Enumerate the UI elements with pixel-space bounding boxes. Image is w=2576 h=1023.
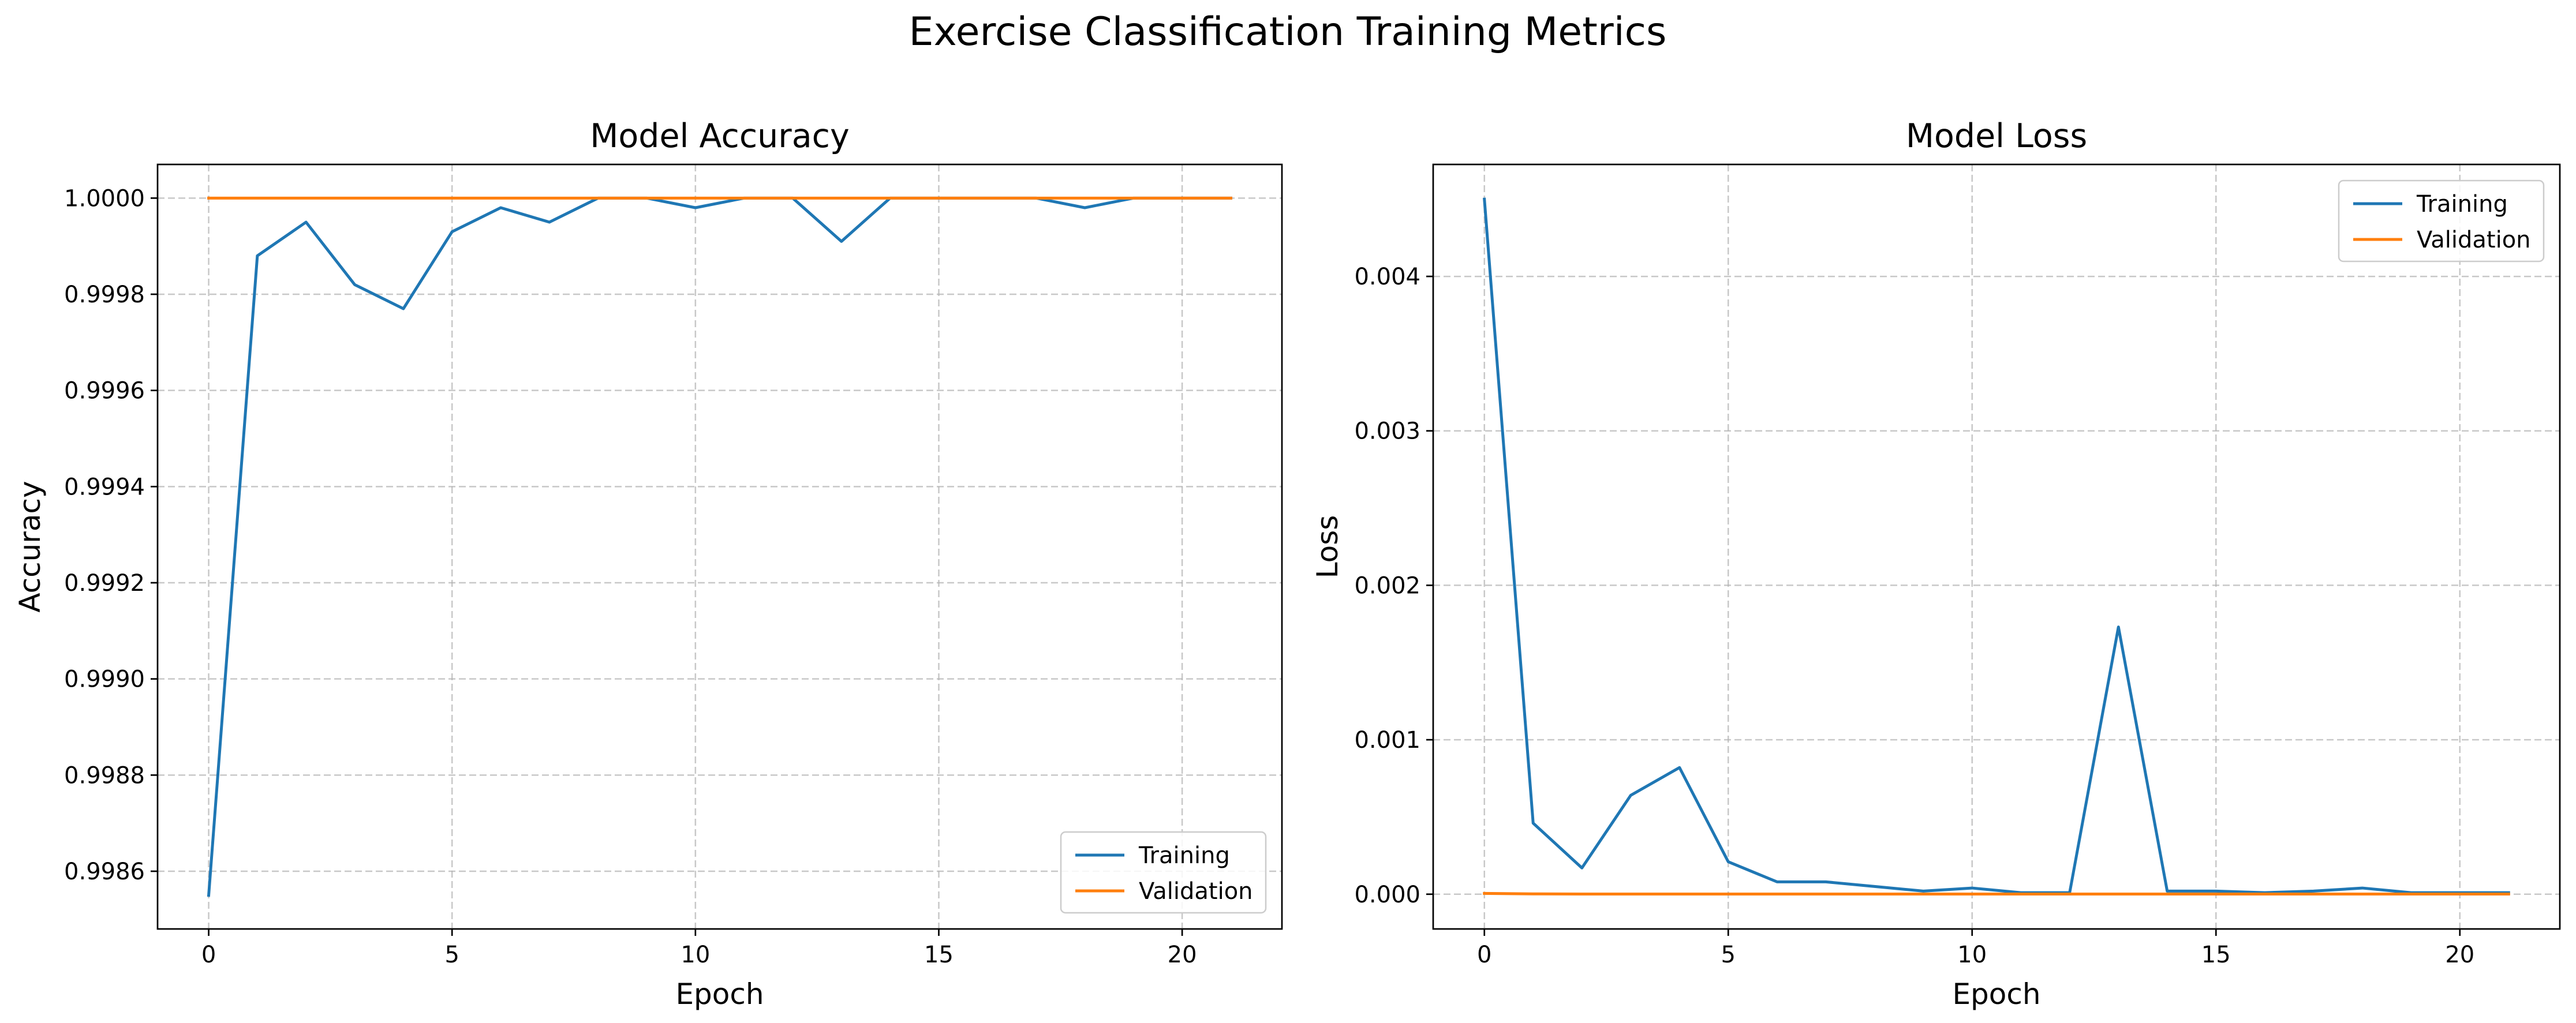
loss-x-axis-label: Epoch [1952, 977, 2040, 1011]
accuracy-chart: 0 5 10 15 20 0.9986 0.9988 0.9990 0.9992 0.9994 0.… [13, 117, 1283, 1011]
accuracy-x-tick-label: 15 [924, 942, 954, 968]
accuracy-y-tick-label: 0.9998 [64, 282, 145, 308]
loss-x-tick-label: 15 [2201, 942, 2231, 968]
accuracy-legend-box [1060, 831, 1267, 914]
loss-axes-frame [1432, 163, 2561, 930]
accuracy-plot-area [158, 164, 1282, 929]
loss-legend-label-validation: Validation [2417, 227, 2531, 253]
accuracy-y-tick-label: 0.9990 [64, 666, 145, 693]
accuracy-y-tick-label: 0.9988 [64, 762, 145, 789]
loss-x-tick-label: 5 [1721, 942, 1736, 968]
loss-y-tick-label: 0.003 [1354, 418, 1420, 445]
accuracy-y-tick-label: 0.9992 [64, 570, 145, 597]
loss-y-tick-label: 0.002 [1354, 572, 1420, 599]
accuracy-y-tick-label: 0.9996 [64, 378, 145, 404]
accuracy-y-tick-label: 0.9994 [64, 474, 145, 500]
figure-title: Exercise Classification Training Metrics [909, 9, 1667, 55]
loss-legend-label-training: Training [2416, 191, 2508, 218]
accuracy-x-tick-label: 10 [681, 942, 710, 968]
loss-series-training-line [1483, 197, 2510, 894]
loss-x-tick-label: 10 [1957, 942, 1987, 968]
accuracy-x-tick-label: 20 [1168, 942, 1197, 968]
loss-plot-area [1433, 164, 2560, 929]
accuracy-legend-label-validation: Validation [1139, 878, 1253, 905]
loss-y-tick-label: 0.001 [1354, 727, 1420, 754]
loss-chart-title: Model Loss [1906, 117, 2087, 155]
loss-legend: Training Validation [2338, 179, 2545, 263]
loss-y-tick-label: 0.004 [1354, 264, 1420, 290]
accuracy-chart-title: Model Accuracy [590, 117, 850, 155]
accuracy-x-tick-label: 0 [201, 942, 216, 968]
accuracy-x-tick-label: 5 [444, 942, 459, 968]
accuracy-y-tick-label: 0.9986 [64, 859, 145, 885]
accuracy-legend-label-training: Training [1138, 842, 1230, 869]
loss-y-axis-label: Loss [1311, 515, 1344, 579]
loss-y-tick-label: 0.000 [1354, 882, 1420, 908]
accuracy-series-training-line [207, 196, 1232, 897]
accuracy-axes-frame [156, 163, 1283, 930]
accuracy-y-tick-label: 1.0000 [64, 185, 145, 212]
accuracy-y-axis-label: Accuracy [13, 481, 47, 612]
loss-x-tick-label: 0 [1477, 942, 1491, 968]
loss-series-validation-line [1483, 891, 2510, 896]
loss-legend-box [2338, 179, 2545, 263]
accuracy-legend: Training Validation [1060, 831, 1267, 914]
loss-chart: 0 5 10 15 20 0.000 0.001 0.002 0.003 0.004 Model L… [1311, 117, 2561, 1011]
accuracy-x-axis-label: Epoch [675, 977, 764, 1011]
loss-x-tick-label: 20 [2445, 942, 2474, 968]
